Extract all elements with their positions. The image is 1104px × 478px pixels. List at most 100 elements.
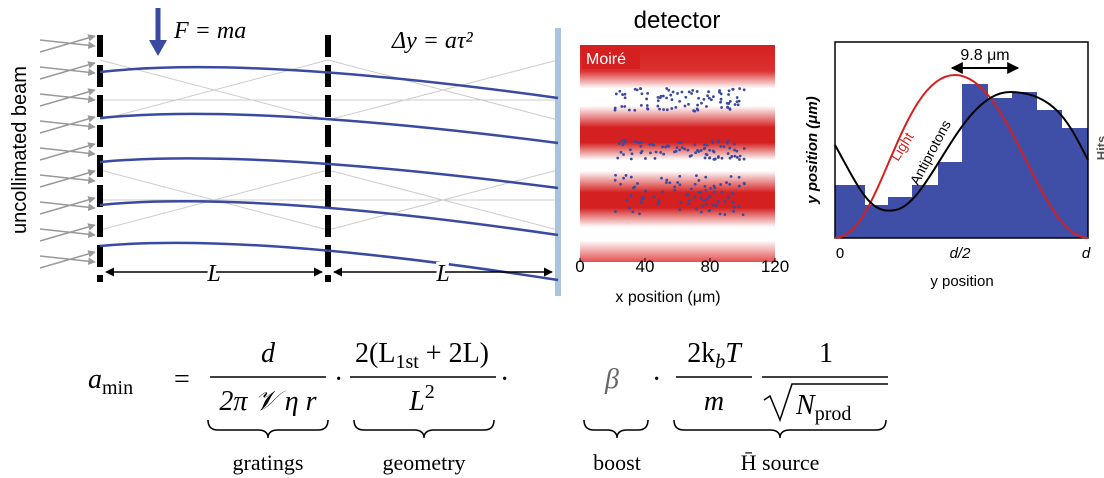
x-tick-label: 0	[575, 257, 584, 276]
hit-dot	[667, 144, 671, 148]
hit-dot	[693, 109, 697, 113]
operator: ·	[334, 364, 343, 395]
beam-arrow	[39, 228, 96, 238]
hit-dot	[638, 212, 641, 216]
hit-dot	[708, 148, 712, 152]
beam-arrow	[39, 34, 96, 53]
hit-dot	[728, 183, 732, 186]
hit-dot	[617, 142, 621, 145]
beam-arrow	[39, 39, 96, 49]
hit-dot	[699, 196, 703, 200]
hit-dot	[705, 153, 709, 157]
hit-dot	[727, 89, 731, 93]
hit-dot	[723, 213, 727, 216]
hit-dot	[625, 198, 629, 202]
hit-dot	[614, 173, 617, 177]
part: 2(L	[355, 338, 395, 369]
hit-dot	[719, 97, 723, 101]
operator: =	[174, 364, 190, 395]
hit-dot	[732, 209, 735, 213]
underbraces	[207, 419, 887, 439]
beam-arrows	[39, 34, 96, 269]
hit-dot	[619, 182, 622, 186]
y-axis-label: y position (μm)	[804, 96, 821, 204]
hit-dot	[695, 107, 699, 111]
hit-dot	[731, 200, 735, 204]
hit-dot	[738, 158, 741, 161]
hit-dot	[742, 88, 746, 92]
hit-dot	[621, 143, 625, 147]
hit-dot	[639, 200, 643, 204]
x-ticks	[579, 258, 776, 262]
beam-arrow	[39, 223, 96, 242]
hit-dot	[696, 148, 699, 152]
hit-dot	[680, 90, 684, 94]
numerator: d	[261, 338, 276, 369]
hit-dot	[742, 147, 746, 150]
subscript: min	[102, 377, 133, 399]
hit-dot	[622, 153, 625, 156]
force-arrow-head	[149, 40, 167, 56]
hit-dot	[665, 96, 668, 100]
hit-dot	[719, 100, 722, 104]
hit-dot	[703, 146, 707, 150]
hit-dot	[632, 186, 635, 190]
hit-dot	[685, 192, 689, 196]
hit-dot	[670, 107, 674, 110]
hit-dot	[733, 148, 736, 152]
beam-arrow	[39, 66, 96, 76]
hit-dot	[702, 143, 706, 147]
part: N	[795, 390, 816, 421]
sqrt-sign	[763, 383, 888, 423]
width-label: 9.8 μm	[960, 47, 1009, 64]
operator: ·	[652, 364, 661, 395]
hit-dot	[677, 141, 681, 144]
hit-dot	[620, 139, 624, 143]
hit-dot	[727, 93, 730, 96]
denominator: m	[704, 386, 724, 417]
hit-dot	[656, 198, 660, 202]
hit-dot	[614, 92, 618, 96]
spacing-label: L	[206, 261, 220, 287]
hit-dot	[656, 202, 660, 205]
hit-dot	[644, 157, 647, 160]
hit-dot	[728, 100, 732, 103]
hit-dot	[719, 183, 723, 186]
hit-dot	[733, 103, 737, 106]
hit-dot	[712, 158, 716, 161]
hit-dot	[624, 173, 628, 177]
hit-dot	[728, 146, 732, 150]
antiproton-curve	[834, 90, 1089, 212]
hit-dot	[703, 185, 707, 188]
hit-dot	[639, 144, 643, 148]
hit-dot	[726, 196, 730, 199]
hit-dot	[704, 202, 708, 206]
beam-arrow	[39, 88, 96, 107]
hit-dot	[660, 190, 664, 194]
hit-dot	[733, 154, 737, 158]
hit-dot	[683, 147, 687, 151]
x-tick-label: 40	[636, 257, 655, 276]
hit-dot	[629, 175, 633, 179]
hit-dot	[679, 201, 683, 204]
hit-dot	[730, 155, 734, 158]
hit-dot	[693, 195, 697, 199]
hit-dot	[662, 108, 666, 111]
numerator: 1	[819, 338, 833, 369]
hit-dot	[645, 104, 649, 107]
hit-dot	[688, 199, 691, 202]
hit-dot	[726, 106, 729, 109]
beam-arrow	[39, 201, 96, 211]
hit-dot	[732, 205, 736, 209]
spacing-label: L	[435, 261, 449, 287]
hit-dot	[660, 176, 663, 180]
hit-dot	[630, 152, 634, 156]
brace-label: boost	[593, 450, 641, 475]
hit-dot	[633, 108, 637, 112]
hit-dot	[705, 143, 709, 147]
hit-dot	[618, 89, 622, 93]
beam-arrow	[39, 120, 96, 130]
hit-dot	[673, 189, 677, 192]
hit-dot	[678, 183, 682, 187]
hit-dot	[687, 102, 690, 106]
